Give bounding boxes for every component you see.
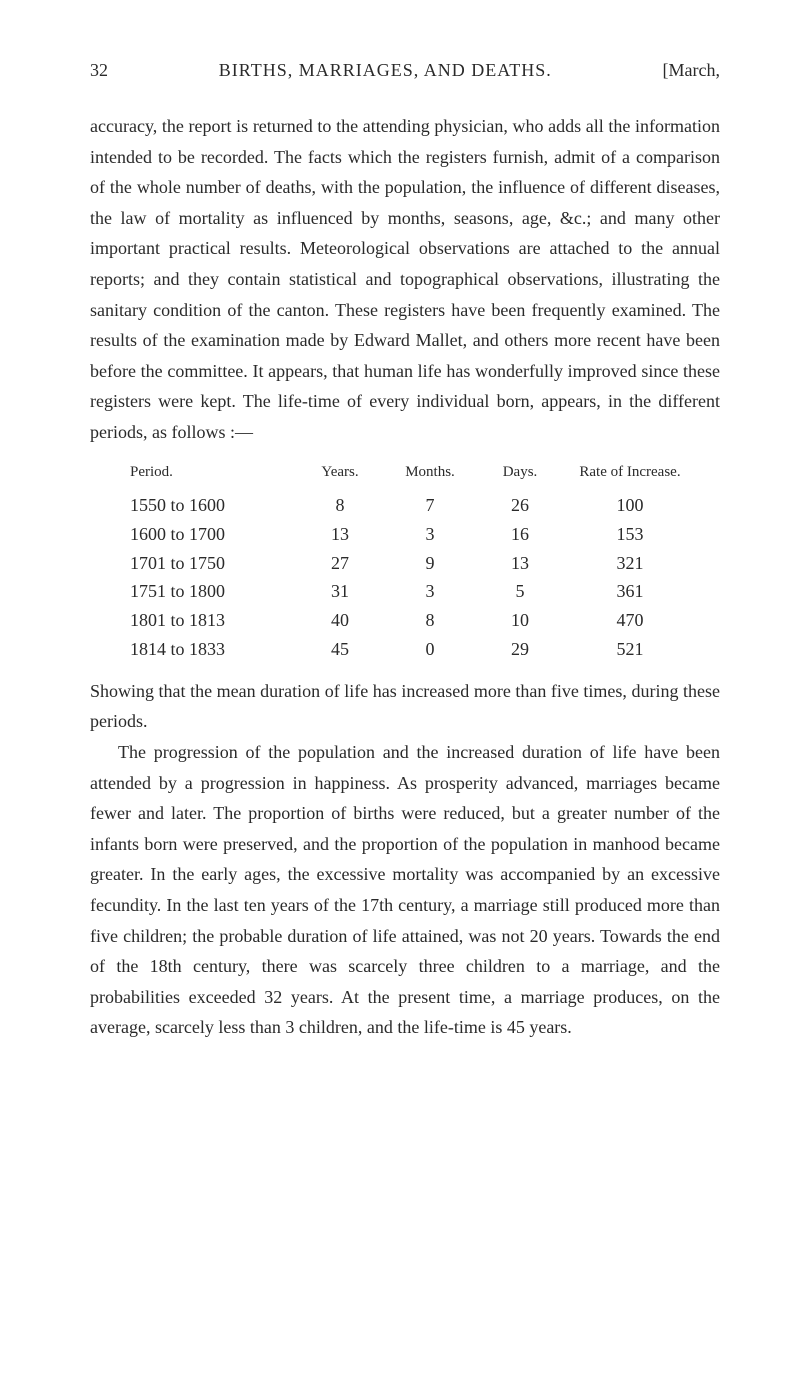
td-years: 13 xyxy=(300,520,380,549)
paragraph-3: The progression of the population and th… xyxy=(90,737,720,1043)
td-months: 3 xyxy=(380,520,480,549)
td-rate: 100 xyxy=(560,491,700,520)
td-months: 8 xyxy=(380,606,480,635)
td-period: 1814 to 1833 xyxy=(130,635,300,664)
td-days: 26 xyxy=(480,491,560,520)
paragraph-2: Showing that the mean duration of life h… xyxy=(90,676,720,737)
table-row: 1814 to 1833 45 0 29 521 xyxy=(130,635,720,664)
td-days: 13 xyxy=(480,549,560,578)
td-period: 1751 to 1800 xyxy=(130,577,300,606)
paragraph-1: accuracy, the report is returned to the … xyxy=(90,111,720,448)
td-years: 27 xyxy=(300,549,380,578)
td-rate: 361 xyxy=(560,577,700,606)
table-header-row: Period. Years. Months. Days. Rate of Inc… xyxy=(130,460,720,486)
th-period: Period. xyxy=(130,460,300,486)
table-row: 1600 to 1700 13 3 16 153 xyxy=(130,520,720,549)
td-days: 5 xyxy=(480,577,560,606)
table-row: 1550 to 1600 8 7 26 100 xyxy=(130,491,720,520)
page-header: 32 BIRTHS, MARRIAGES, AND DEATHS. [March… xyxy=(90,60,720,81)
td-days: 29 xyxy=(480,635,560,664)
document-page: 32 BIRTHS, MARRIAGES, AND DEATHS. [March… xyxy=(0,0,800,1103)
td-period: 1701 to 1750 xyxy=(130,549,300,578)
td-years: 8 xyxy=(300,491,380,520)
td-rate: 521 xyxy=(560,635,700,664)
th-rate: Rate of Increase. xyxy=(560,460,700,486)
mortality-table: Period. Years. Months. Days. Rate of Inc… xyxy=(130,460,720,664)
td-years: 40 xyxy=(300,606,380,635)
td-rate: 153 xyxy=(560,520,700,549)
td-years: 31 xyxy=(300,577,380,606)
td-days: 10 xyxy=(480,606,560,635)
td-years: 45 xyxy=(300,635,380,664)
td-rate: 321 xyxy=(560,549,700,578)
td-days: 16 xyxy=(480,520,560,549)
body-content: accuracy, the report is returned to the … xyxy=(90,111,720,1043)
td-months: 0 xyxy=(380,635,480,664)
th-years: Years. xyxy=(300,460,380,486)
page-number: 32 xyxy=(90,60,108,81)
td-period: 1801 to 1813 xyxy=(130,606,300,635)
table-row: 1701 to 1750 27 9 13 321 xyxy=(130,549,720,578)
td-months: 7 xyxy=(380,491,480,520)
table-row: 1751 to 1800 31 3 5 361 xyxy=(130,577,720,606)
table-row: 1801 to 1813 40 8 10 470 xyxy=(130,606,720,635)
header-date: [March, xyxy=(663,60,720,81)
td-period: 1550 to 1600 xyxy=(130,491,300,520)
td-months: 9 xyxy=(380,549,480,578)
th-months: Months. xyxy=(380,460,480,486)
th-days: Days. xyxy=(480,460,560,486)
header-title: BIRTHS, MARRIAGES, AND DEATHS. xyxy=(219,60,552,81)
td-period: 1600 to 1700 xyxy=(130,520,300,549)
td-rate: 470 xyxy=(560,606,700,635)
td-months: 3 xyxy=(380,577,480,606)
